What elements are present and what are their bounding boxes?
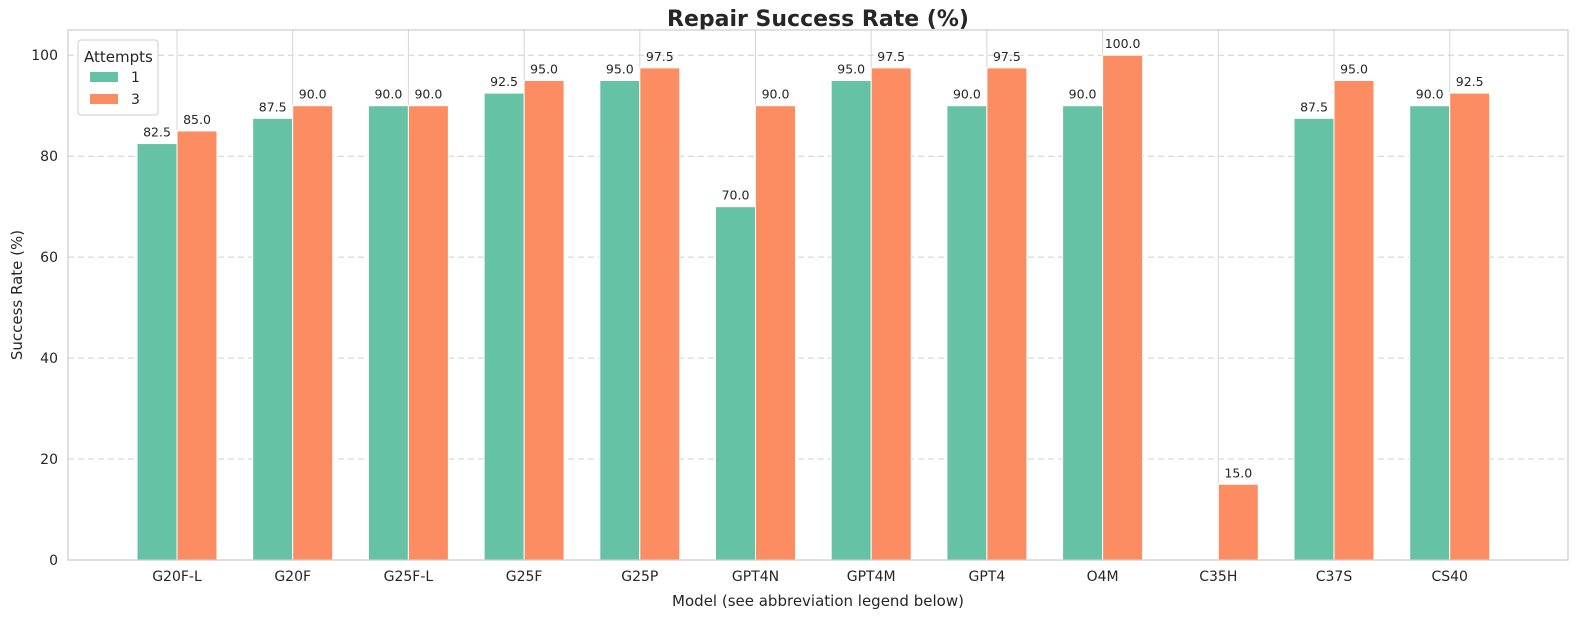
bar-value-label: 95.0 [837, 61, 865, 76]
x-tick-label: G25F-L [384, 569, 434, 585]
bar-series-1-G25F-L [367, 105, 409, 561]
x-axis-label: Model (see abbreviation legend below) [672, 592, 964, 610]
x-tick-label: O4M [1087, 569, 1119, 585]
chart-title: Repair Success Rate (%) [667, 7, 969, 32]
bar-value-label: 90.0 [414, 87, 442, 102]
bar-series-3-CS40 [1449, 92, 1491, 561]
x-tick-label: G20F [274, 569, 311, 585]
bar-value-label: 90.0 [299, 87, 327, 102]
legend: Attempts 13 [77, 39, 159, 116]
bar-series-1-G20F [252, 117, 294, 561]
y-axis-ticks: 0 20 40 60 80 100 [31, 48, 58, 569]
legend-swatch [90, 94, 118, 104]
bar-value-label: 97.5 [993, 49, 1021, 64]
bar-value-label: 100.0 [1105, 36, 1141, 51]
x-tick-label: G25F [506, 569, 543, 585]
plot-frame [67, 29, 1569, 561]
bar-value-label: 90.0 [374, 87, 402, 102]
bar-value-label: 92.5 [1456, 74, 1484, 89]
legend-title: Attempts [84, 48, 153, 66]
y-tick-label: 0 [49, 553, 58, 569]
bar-value-label: 92.5 [490, 74, 518, 89]
bar-series-1-GPT4N [715, 206, 756, 561]
bar-series-3-C35H [1217, 483, 1259, 561]
bar-value-label: 95.0 [1340, 61, 1368, 76]
x-axis-ticks: G20F-L G20F G25F-L G25F G25P GPT4N GPT4M GPT4 O4… [152, 569, 1468, 585]
bar-value-label: 70.0 [722, 188, 750, 203]
bar-series-1-G25P [599, 79, 641, 561]
y-tick-label: 20 [40, 452, 58, 468]
bar-value-label: 90.0 [953, 87, 981, 102]
bar-series-3-GPT4 [986, 67, 1028, 561]
x-tick-label: C35H [1199, 569, 1237, 585]
y-tick-label: 40 [40, 351, 58, 367]
bar-value-label: 95.0 [606, 61, 634, 76]
bar-value-label: 15.0 [1224, 465, 1252, 480]
bars [136, 54, 1491, 561]
bar-series-3-GPT4M [870, 67, 912, 561]
bar-series-3-GPT4N [755, 105, 796, 561]
bar-series-1-O4M [1062, 105, 1104, 561]
bar-series-3-G20F [292, 105, 334, 561]
y-axis-label: Success Rate (%) [8, 230, 26, 360]
bar-value-label: 97.5 [877, 49, 905, 64]
bar-series-3-G20F-L [176, 130, 218, 561]
x-tick-label: G20F-L [152, 569, 202, 585]
bar-value-labels: 82.5 87.5 90.0 92.5 95.0 70.0 95.0 90.0 90.0 87.5… [143, 36, 1484, 480]
bar-series-3-G25F [523, 79, 565, 561]
bar-value-label: 82.5 [143, 125, 171, 140]
bar-value-label: 90.0 [762, 87, 790, 102]
y-tick-label: 60 [40, 250, 58, 266]
bar-series-3-O4M [1102, 54, 1144, 561]
bar-series-1-GPT4 [946, 105, 988, 561]
x-tick-label: CS40 [1431, 569, 1467, 585]
legend-items: 13 [90, 70, 140, 108]
bar-value-label: 87.5 [259, 99, 287, 114]
bar-series-1-C37S [1293, 117, 1335, 561]
x-tick-label: C37S [1316, 569, 1353, 585]
bar-value-label: 85.0 [183, 112, 211, 127]
bar-value-label: 97.5 [646, 49, 674, 64]
bar-series-1-CS40 [1409, 105, 1451, 561]
bar-series-1-GPT4M [830, 79, 872, 561]
bar-series-3-G25F-L [407, 105, 449, 561]
bar-value-label: 95.0 [530, 61, 558, 76]
x-tick-label: GPT4N [732, 569, 779, 585]
y-tick-label: 80 [40, 149, 58, 165]
bar-value-label: 90.0 [1069, 87, 1097, 102]
bar-series-1-G25F [483, 92, 525, 561]
bar-series-1-G20F-L [136, 143, 178, 561]
bar-value-label: 87.5 [1300, 99, 1328, 114]
legend-swatch [90, 72, 118, 82]
bar-series-3-C37S [1333, 79, 1375, 561]
legend-label: 1 [131, 70, 140, 86]
bar-value-label: 90.0 [1416, 87, 1444, 102]
x-tick-label: GPT4 [969, 569, 1006, 585]
bar-series-3-G25P [639, 67, 681, 561]
x-tick-label: G25P [621, 569, 658, 585]
x-tick-label: GPT4M [847, 569, 896, 585]
y-tick-label: 100 [31, 48, 58, 64]
legend-label: 3 [131, 92, 140, 108]
